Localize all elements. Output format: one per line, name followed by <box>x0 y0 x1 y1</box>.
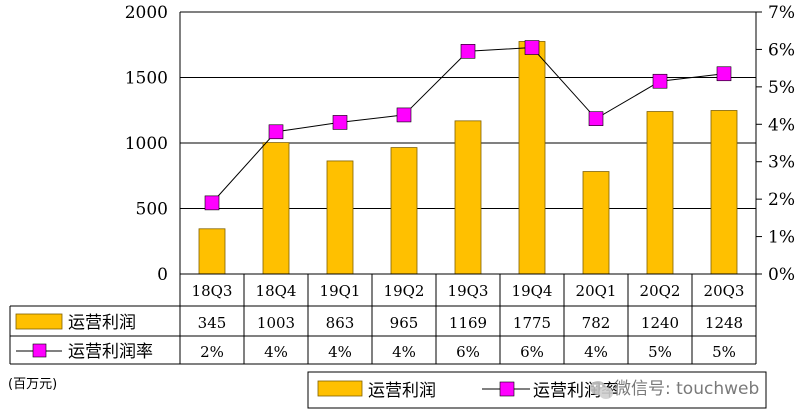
left-axis-ticks: 0 500 1000 1500 2000 <box>125 3 168 285</box>
left-tick-label: 2000 <box>125 3 168 23</box>
table-cell: 5% <box>648 343 672 361</box>
bar <box>326 160 354 275</box>
line-marker <box>524 40 540 55</box>
table-cell: 782 <box>582 314 611 332</box>
table-cell: 1248 <box>705 314 743 332</box>
bar-series <box>198 41 738 275</box>
line-marker <box>716 66 732 82</box>
table-cell: 4% <box>264 343 288 361</box>
table-cell: 1003 <box>257 314 295 332</box>
bar <box>198 228 226 275</box>
left-tick-label: 1000 <box>125 134 168 154</box>
line-marker <box>204 195 220 211</box>
x-tick-label: 20Q2 <box>640 282 681 300</box>
x-tick-label: 20Q1 <box>576 282 617 300</box>
bar <box>518 41 546 275</box>
table-cell: 4% <box>584 343 608 361</box>
row-key-marker <box>32 343 47 358</box>
right-tick-label: 0% <box>768 265 795 285</box>
right-tick-label: 3% <box>768 153 795 173</box>
table-cell: 4% <box>328 343 352 361</box>
table-cell: 6% <box>520 343 544 361</box>
line-marker <box>652 73 668 89</box>
x-tick-label: 18Q3 <box>192 282 233 300</box>
watermark: 微信号: touchweb <box>590 379 759 399</box>
line-marker <box>396 107 412 123</box>
bar <box>390 147 418 275</box>
bar <box>646 111 674 275</box>
x-tick-label: 19Q3 <box>448 282 489 300</box>
line-marker <box>268 124 284 140</box>
right-tick-label: 1% <box>768 228 795 248</box>
table-cell: 6% <box>456 343 480 361</box>
table-cell: 1240 <box>641 314 679 332</box>
x-tick-label: 18Q4 <box>256 282 297 300</box>
left-tick-label: 0 <box>157 265 168 285</box>
right-axis-ticks: 0% 1% 2% 3% 4% 5% 6% 7% <box>756 3 795 285</box>
watermark-text: 微信号: touchweb <box>614 379 759 399</box>
unit-label: (百万元) <box>8 377 57 392</box>
left-tick-label: 500 <box>136 200 168 220</box>
left-tick-label: 1500 <box>125 69 168 89</box>
legend-bar-swatch <box>317 380 363 397</box>
data-table: 18Q3 18Q4 19Q1 19Q2 19Q3 19Q4 20Q1 20Q2 20Q3 运营利润… <box>9 274 757 365</box>
x-tick-label: 20Q3 <box>704 282 745 300</box>
x-tick-label: 19Q2 <box>384 282 425 300</box>
right-tick-label: 4% <box>768 115 795 135</box>
bar <box>262 142 290 275</box>
bar <box>582 171 610 275</box>
x-tick-label: 19Q1 <box>320 282 361 300</box>
bar <box>710 110 738 275</box>
line-series <box>204 40 732 211</box>
legend-bar-label: 运营利润 <box>368 381 436 401</box>
table-cell: 5% <box>712 343 736 361</box>
right-tick-label: 2% <box>768 190 795 210</box>
table-cell: 965 <box>390 314 419 332</box>
table-cell: 1775 <box>513 314 551 332</box>
x-tick-label: 19Q4 <box>512 282 553 300</box>
axes <box>179 12 757 275</box>
table-cell: 2% <box>200 343 224 361</box>
line-marker <box>332 115 348 130</box>
bar <box>454 120 482 275</box>
table-row-label: 运营利润率 <box>68 342 153 362</box>
line-marker <box>460 43 476 59</box>
table-cell: 4% <box>392 343 416 361</box>
table-cell: 863 <box>326 314 355 332</box>
wechat-logo-icon <box>590 381 613 399</box>
table-cell: 1169 <box>449 314 487 332</box>
right-tick-label: 7% <box>768 3 795 23</box>
line-marker <box>588 111 604 126</box>
table-cell: 345 <box>198 314 227 332</box>
right-tick-label: 6% <box>768 40 795 60</box>
table-row-label: 运营利润 <box>68 313 136 333</box>
legend-marker-swatch <box>499 381 515 397</box>
legend-box <box>307 371 767 409</box>
row-key-bar <box>15 313 63 330</box>
right-tick-label: 5% <box>768 78 795 98</box>
